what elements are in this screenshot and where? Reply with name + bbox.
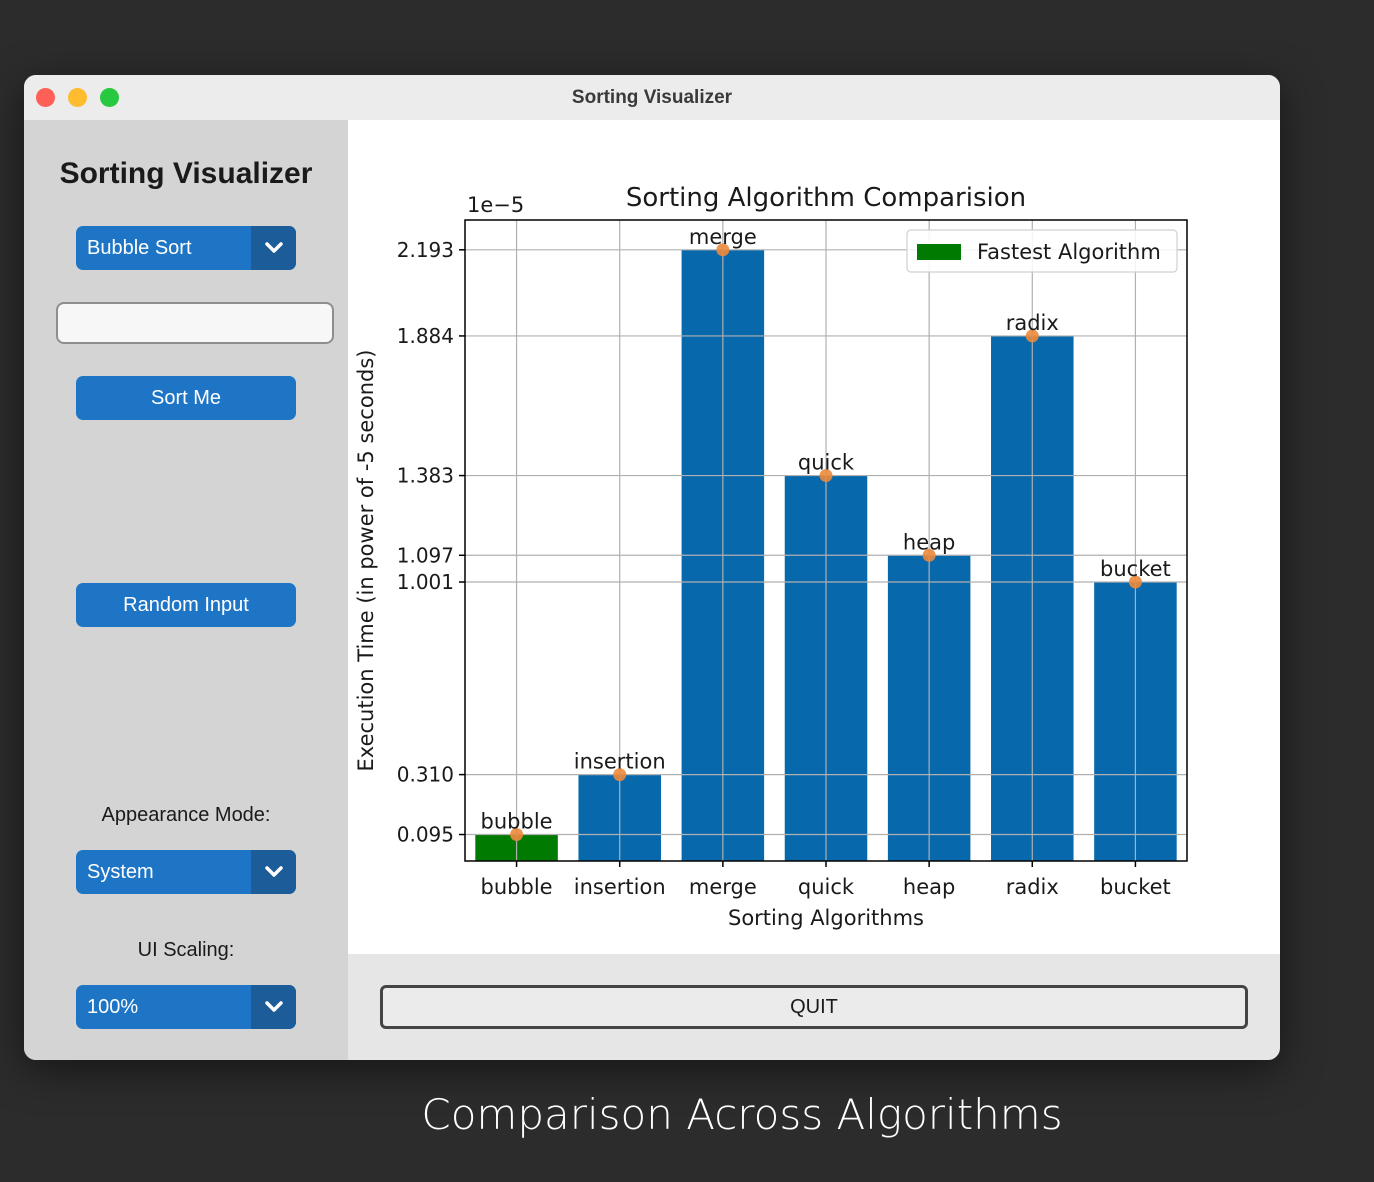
caption: Comparison Across Algorithms (421, 1090, 1063, 1139)
close-window-button[interactable] (36, 88, 55, 107)
point-marker (922, 548, 936, 562)
chevron-down-icon (265, 242, 283, 253)
legend-label: Fastest Algorithm (977, 240, 1161, 264)
appearance-mode-select[interactable]: System (76, 850, 296, 894)
x-tick-label: radix (1006, 875, 1059, 899)
point-marker (510, 828, 524, 842)
y-tick-label: 1.884 (397, 324, 454, 348)
y-tick-label: 0.310 (397, 763, 454, 787)
random-input-button[interactable]: Random Input (76, 583, 296, 627)
point-marker (613, 768, 627, 782)
bar-label: heap (903, 530, 955, 554)
title-bar: Sorting Visualizer (24, 75, 1280, 121)
chevron-down-icon (265, 866, 283, 877)
legend-swatch (917, 244, 961, 260)
bar-label: quick (798, 451, 855, 475)
maximize-window-button[interactable] (100, 88, 119, 107)
bar-label: merge (689, 225, 757, 249)
x-axis-label: Sorting Algorithms (728, 906, 924, 930)
point-marker (1025, 329, 1039, 343)
array-input-field[interactable] (56, 302, 334, 344)
ui-scaling-arrow[interactable] (251, 985, 296, 1029)
bar-chart: bubble insertion merge quick heap radix bucket… (354, 183, 1188, 930)
bar-label: bubble (481, 810, 553, 834)
ui-scaling-label: UI Scaling: (137, 939, 235, 961)
bar-label: insertion (574, 750, 666, 774)
appearance-mode-label: Appearance Mode: (101, 804, 271, 826)
x-tick-label: merge (689, 875, 757, 899)
minimize-window-button[interactable] (68, 88, 87, 107)
appearance-mode-arrow[interactable] (251, 850, 296, 894)
y-tick-label: 0.095 (397, 823, 454, 847)
chart-panel: bubble insertion merge quick heap radix bucket… (348, 120, 1280, 954)
y-tick-label: 1.001 (397, 570, 454, 594)
ui-scaling-value: 100% (87, 996, 139, 1018)
x-tick-label: heap (903, 875, 955, 899)
bar-label: bucket (1100, 557, 1171, 581)
point-marker (1128, 575, 1142, 589)
x-tick-label: bucket (1100, 875, 1171, 899)
ui-scaling-select[interactable]: 100% (76, 985, 296, 1029)
chart-title: Sorting Algorithm Comparision (626, 183, 1026, 213)
y-tick-label: 2.193 (397, 238, 454, 262)
algorithm-select[interactable]: Bubble Sort (76, 226, 296, 270)
chevron-down-icon (265, 1001, 283, 1012)
bar-label: radix (1006, 311, 1059, 335)
legend-box (906, 229, 1178, 273)
x-tick-label: bubble (481, 875, 553, 899)
x-tick-label: insertion (574, 875, 666, 899)
algorithm-select-value: Bubble Sort (87, 237, 192, 259)
y-tick-label: 1.097 (397, 543, 454, 567)
sort-me-button[interactable]: Sort Me (76, 376, 296, 420)
window-title: Sorting Visualizer (571, 87, 733, 108)
point-marker (819, 469, 833, 483)
point-marker (716, 243, 730, 257)
appearance-mode-value: System (87, 861, 154, 883)
sidebar: Sorting Visualizer Bubble Sort Sort Me R… (24, 120, 348, 1060)
sidebar-title: Sorting Visualizer (59, 157, 313, 190)
y-tick-label: 1.383 (397, 464, 454, 488)
algorithm-select-arrow[interactable] (251, 226, 296, 270)
y-axis-label: Execution Time (in power of -5 seconds) (354, 350, 378, 772)
y-offset-label: 1e−5 (467, 193, 524, 217)
x-tick-label: quick (798, 875, 855, 899)
quit-button[interactable]: QUIT (380, 985, 1248, 1029)
app-window: Sorting Visualizer Sorting Visualizer Bu… (24, 75, 1280, 1060)
